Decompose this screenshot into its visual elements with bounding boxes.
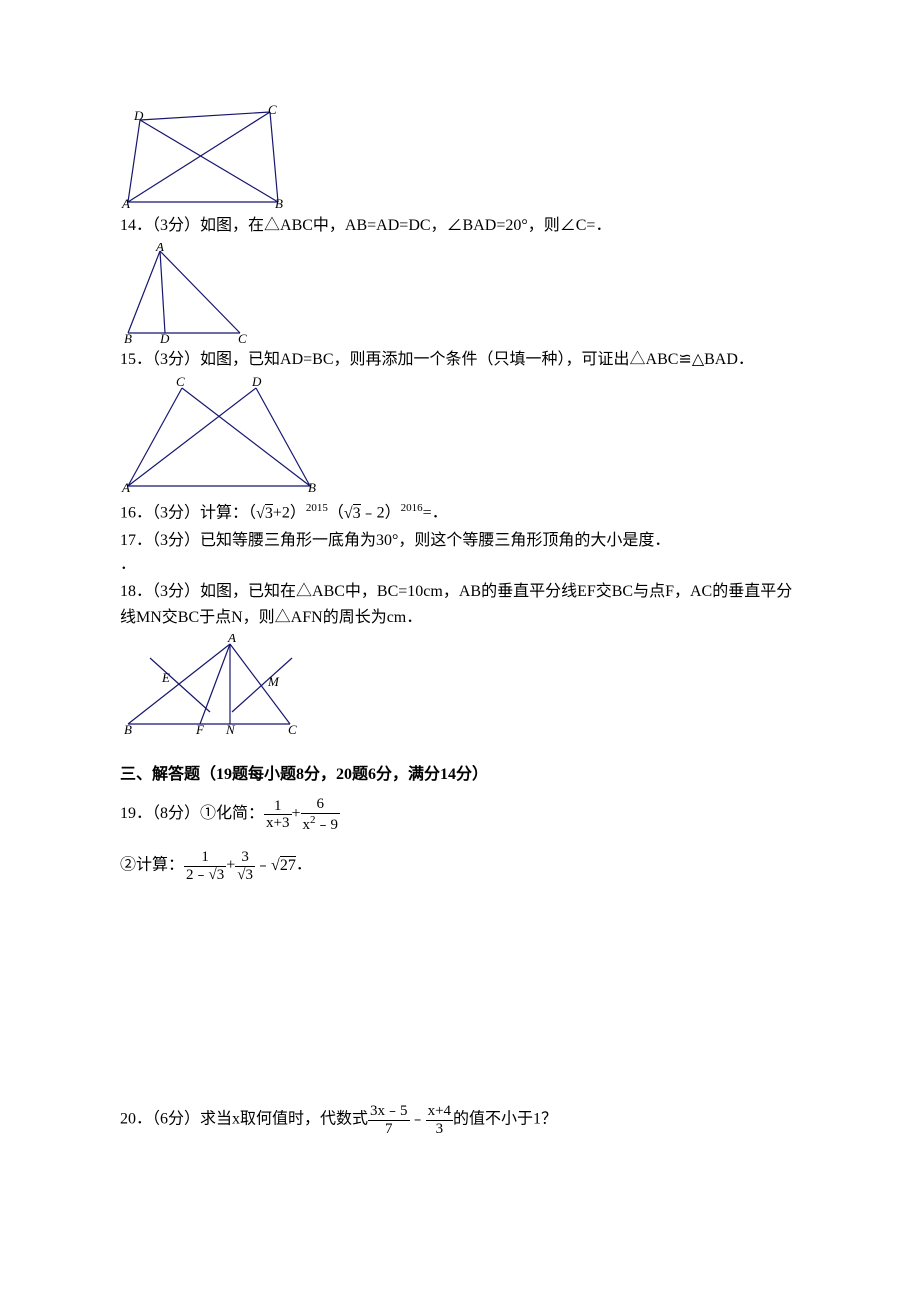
- q20-fA-num: 3x﹣5: [368, 1103, 410, 1121]
- sqrt-icon: √27: [271, 853, 296, 879]
- svg-q18: A B C F N E M: [120, 634, 320, 734]
- q15-number: 15．: [120, 351, 152, 368]
- svg-text:N: N: [225, 722, 236, 734]
- q19-plus: +: [292, 805, 301, 822]
- q16-number: 16．: [120, 505, 152, 522]
- q17-period: ．: [120, 552, 800, 578]
- svg-text:C: C: [238, 331, 247, 343]
- q19-frac1-den: x+3: [264, 815, 291, 832]
- q18-points: （3分）: [152, 583, 200, 600]
- svg-q14: A B D C: [120, 243, 260, 343]
- q16-sqrt-val2: 3: [353, 504, 361, 522]
- svg-q13: A B C D: [120, 104, 285, 209]
- question-19: 19．（8分）①化简：1x+3+6x2﹣9: [120, 796, 800, 833]
- q19-last-sqrt: 27: [280, 856, 296, 874]
- q16-exp1: 2015: [306, 502, 328, 514]
- question-18: 18．（3分）如图，已知在△ABC中，BC=10cm，AB的垂直平分线EF交BC…: [120, 579, 800, 630]
- svg-text:E: E: [161, 670, 170, 685]
- q19-f2b-num: 3: [235, 849, 255, 867]
- svg-text:B: B: [308, 480, 316, 495]
- q17-number: 17．: [120, 532, 152, 549]
- svg-text:F: F: [195, 722, 205, 734]
- q20-minus: ﹣: [410, 1111, 426, 1128]
- q16-exp2: 2016: [401, 502, 423, 514]
- svg-text:B: B: [275, 196, 283, 209]
- svg-text:D: D: [133, 108, 144, 123]
- figure-q13: A B C D: [120, 104, 800, 209]
- q14-number: 14．: [120, 217, 152, 234]
- q18-number: 18．: [120, 583, 152, 600]
- q19-plus2: +: [226, 857, 235, 874]
- q20-fB-num: x+4: [426, 1103, 453, 1121]
- q19-minus: ﹣: [255, 857, 271, 874]
- q19-points: （8分）: [152, 805, 200, 822]
- q16-plus2: +2）: [273, 505, 306, 522]
- q19-frac1-num: 1: [264, 798, 291, 816]
- svg-text:B: B: [124, 722, 132, 734]
- q20-fracB: x+43: [426, 1103, 453, 1137]
- q18-text: 如图，已知在△ABC中，BC=10cm，AB的垂直平分线EF交BC与点F，AC的…: [120, 583, 792, 626]
- q20-suffix: 的值不小于1？: [453, 1111, 557, 1128]
- question-17: 17．（3分）已知等腰三角形一底角为30°，则这个等腰三角形顶角的大小是度．: [120, 528, 800, 554]
- q19-period: ．: [296, 857, 312, 874]
- sqrt-icon: √3: [344, 501, 361, 527]
- q19-frac2b: 3√3: [235, 849, 255, 883]
- question-16: 16．（3分）计算：（√3+2）2015（√3﹣2）2016=．: [120, 500, 800, 526]
- svg-text:D: D: [159, 331, 170, 343]
- q20-fB-den: 3: [426, 1121, 453, 1138]
- svg-q15: A B C D: [120, 376, 320, 496]
- q14-text: 如图，在△ABC中，AB=AD=DC，∠BAD=20°，则∠C=．: [200, 217, 611, 234]
- q16-points: （3分）: [152, 505, 200, 522]
- q19-part2-label: ②计算：: [120, 857, 184, 874]
- q20-number: 20．: [120, 1111, 152, 1128]
- sqrt-icon: √3: [256, 501, 273, 527]
- q19-frac2-den: x2﹣9: [301, 814, 341, 834]
- q17-points: （3分）: [152, 532, 200, 549]
- q19-f2a-den: 2﹣√3: [184, 867, 226, 884]
- figure-q14: A B D C: [120, 243, 800, 343]
- q16-mid: （: [328, 505, 344, 522]
- q19-number: 19．: [120, 805, 152, 822]
- q19-f2a-num: 1: [184, 849, 226, 867]
- svg-text:C: C: [176, 376, 185, 389]
- q20-fA-den: 7: [368, 1121, 410, 1138]
- q19-part2: ②计算：12﹣√3+3√3﹣√27．: [120, 849, 800, 883]
- question-14: 14．（3分）如图，在△ABC中，AB=AD=DC，∠BAD=20°，则∠C=．: [120, 213, 800, 239]
- q19-frac2: 6x2﹣9: [301, 796, 341, 833]
- svg-text:A: A: [155, 243, 164, 254]
- q20-prefix: 求当x取何值时，代数式: [200, 1111, 368, 1128]
- q14-points: （3分）: [152, 217, 200, 234]
- q19-frac1: 1x+3: [264, 798, 291, 832]
- q19-part1-label: ①化简：: [200, 805, 264, 822]
- q16-minus2: ﹣2）: [361, 505, 401, 522]
- q16-suffix: =．: [423, 505, 448, 522]
- q20-fracA: 3x﹣57: [368, 1103, 410, 1137]
- q15-text: 如图，已知AD=BC，则再添加一个条件（只填一种），可证出△ABC≌△BAD．: [200, 351, 754, 368]
- question-15: 15．（3分）如图，已知AD=BC，则再添加一个条件（只填一种），可证出△ABC…: [120, 347, 800, 373]
- q17-text: 已知等腰三角形一底角为30°，则这个等腰三角形顶角的大小是度．: [200, 532, 670, 549]
- svg-text:C: C: [268, 104, 277, 117]
- svg-text:A: A: [121, 480, 130, 495]
- svg-text:B: B: [124, 331, 132, 343]
- svg-text:A: A: [121, 196, 130, 209]
- q16-prefix: 计算：（: [200, 505, 256, 522]
- svg-text:C: C: [288, 722, 297, 734]
- svg-text:A: A: [227, 634, 236, 645]
- q19-frac2-num: 6: [301, 796, 341, 814]
- workspace-gap: [120, 891, 800, 1101]
- svg-text:D: D: [251, 376, 262, 389]
- section-3-heading: 三、解答题（19题每小题8分，20题6分，满分14分）: [120, 762, 800, 788]
- q19-f2b-den: √3: [235, 867, 255, 884]
- q15-points: （3分）: [152, 351, 200, 368]
- svg-text:M: M: [267, 674, 280, 689]
- figure-q18: A B C F N E M: [120, 634, 800, 734]
- q19-frac2a: 12﹣√3: [184, 849, 226, 883]
- question-20: 20．（6分）求当x取何值时，代数式3x﹣57﹣x+43的值不小于1？: [120, 1103, 800, 1137]
- q20-points: （6分）: [152, 1111, 200, 1128]
- figure-q15: A B C D: [120, 376, 800, 496]
- q16-sqrt-val: 3: [265, 504, 273, 522]
